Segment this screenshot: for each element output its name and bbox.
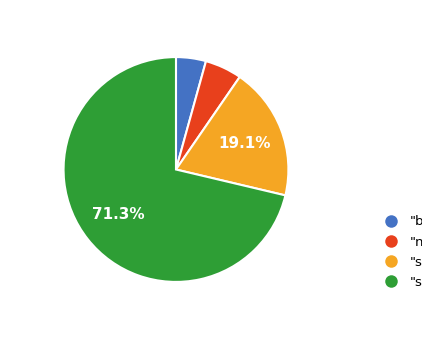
Wedge shape bbox=[176, 77, 288, 195]
Legend: "both", "neither", "salty", "sweet": "both", "neither", "salty", "sweet" bbox=[374, 211, 422, 293]
Wedge shape bbox=[176, 57, 206, 170]
Text: 19.1%: 19.1% bbox=[218, 136, 271, 151]
Wedge shape bbox=[64, 57, 285, 282]
Wedge shape bbox=[176, 61, 240, 170]
Text: 71.3%: 71.3% bbox=[92, 207, 145, 222]
